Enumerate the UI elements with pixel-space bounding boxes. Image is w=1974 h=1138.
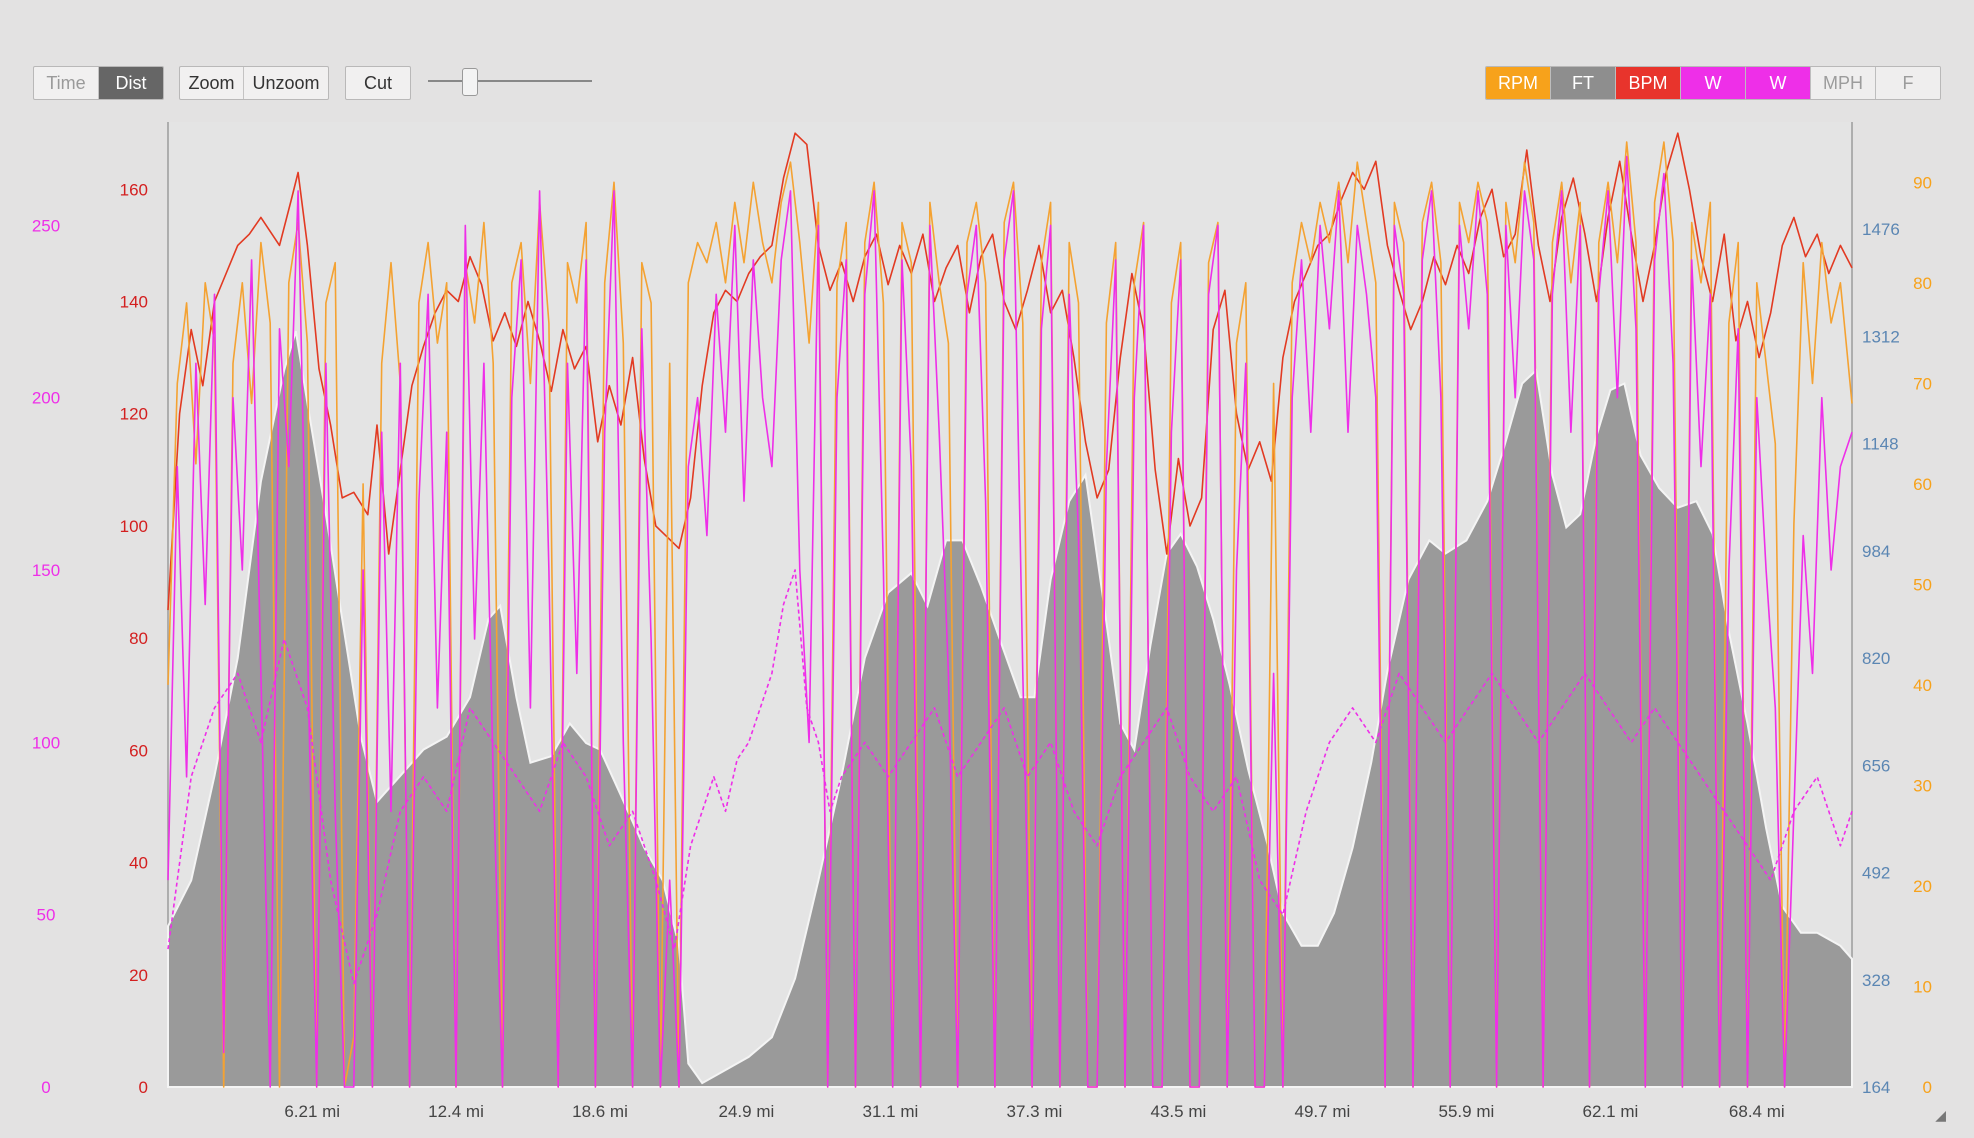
x-tick-label: 12.4 mi	[428, 1102, 484, 1121]
x-tick-label: 55.9 mi	[1439, 1102, 1495, 1121]
rpm-tick-label: 50	[1913, 575, 1932, 594]
x-tick-label: 24.9 mi	[719, 1102, 775, 1121]
bpm-tick-label: 140	[120, 293, 148, 312]
series-rpm-line-2	[167, 141, 1853, 1088]
bpm-tick-label: 0	[139, 1078, 148, 1097]
series-bpm-line-1	[167, 132, 1853, 611]
series-toggle-w-3[interactable]: W	[1681, 67, 1746, 99]
cut-control: Cut	[345, 66, 411, 100]
series-toggle-rpm-0[interactable]: RPM	[1486, 67, 1551, 99]
x-tick-label: 62.1 mi	[1583, 1102, 1639, 1121]
x-mode-toggle: Time Dist	[33, 66, 164, 100]
watts-tick-label: 200	[32, 389, 60, 408]
rpm-tick-label: 0	[1923, 1078, 1932, 1097]
x-tick-label: 49.7 mi	[1295, 1102, 1351, 1121]
series-w-line-4	[167, 569, 1853, 985]
bpm-tick-label: 40	[129, 854, 148, 873]
series-toggle-f-6[interactable]: F	[1876, 67, 1940, 99]
zoom-controls: Zoom Unzoom	[179, 66, 329, 100]
bpm-tick-label: 100	[120, 517, 148, 536]
rpm-tick-label: 80	[1913, 274, 1932, 293]
bpm-tick-label: 60	[129, 741, 148, 760]
unzoom-button[interactable]: Unzoom	[252, 73, 320, 93]
x-tick-label: 68.4 mi	[1729, 1102, 1785, 1121]
rpm-tick-label: 20	[1913, 877, 1932, 896]
series-toggle-mph-5[interactable]: MPH	[1811, 67, 1876, 99]
rpm-tick-label: 40	[1913, 676, 1932, 695]
series-toggle-w-4[interactable]: W	[1746, 67, 1811, 99]
bpm-tick-label: 80	[129, 629, 148, 648]
watts-tick-label: 50	[37, 906, 56, 925]
time-mode-button[interactable]: Time	[34, 67, 99, 99]
rpm-tick-label: 30	[1913, 776, 1932, 795]
elevation_ft-tick-label: 492	[1862, 864, 1890, 883]
rpm-tick-label: 70	[1913, 374, 1932, 393]
watts-tick-label: 150	[32, 561, 60, 580]
series-toggle-bar: RPM FT BPM W W MPH F	[1485, 66, 1941, 100]
elevation_ft-tick-label: 820	[1862, 649, 1890, 668]
resize-grip-icon[interactable]: ◢	[1935, 1107, 1946, 1123]
elevation_ft-tick-label: 984	[1862, 542, 1890, 561]
toolbar: Time Dist Zoom Unzoom Cut RPM FT BPM W W MPH F	[0, 0, 1974, 120]
elevation_ft-tick-label: 1312	[1862, 327, 1900, 346]
x-tick-label: 18.6 mi	[572, 1102, 628, 1121]
series-w-line-3	[167, 155, 1853, 1088]
elevation_ft-tick-label: 164	[1862, 1078, 1890, 1097]
x-tick-label: 31.1 mi	[863, 1102, 919, 1121]
series-toggle-ft-1[interactable]: FT	[1551, 67, 1616, 99]
smoothing-slider-handle[interactable]	[462, 68, 478, 96]
x-tick-label: 37.3 mi	[1007, 1102, 1063, 1121]
elevation_ft-tick-label: 1476	[1862, 220, 1900, 239]
watts-tick-label: 250	[32, 216, 60, 235]
distance-mode-button[interactable]: Dist	[99, 67, 163, 99]
bpm-tick-label: 160	[120, 180, 148, 199]
x-tick-label: 43.5 mi	[1151, 1102, 1207, 1121]
zoom-button[interactable]: Zoom	[180, 67, 244, 99]
series-elevation-area	[167, 330, 1853, 1088]
bpm-tick-label: 20	[129, 966, 148, 985]
watts-tick-label: 100	[32, 733, 60, 752]
elevation_ft-tick-label: 328	[1862, 971, 1890, 990]
watts-tick-label: 0	[41, 1078, 50, 1097]
rpm-tick-label: 10	[1913, 978, 1932, 997]
smoothing-slider-track[interactable]	[428, 80, 592, 82]
bpm-tick-label: 120	[120, 405, 148, 424]
cut-button[interactable]: Cut	[363, 73, 392, 93]
series-toggle-bpm-2[interactable]: BPM	[1616, 67, 1681, 99]
x-tick-label: 6.21 mi	[284, 1102, 340, 1121]
elevation_ft-tick-label: 1148	[1862, 435, 1899, 454]
elevation_ft-tick-label: 656	[1862, 756, 1890, 775]
rpm-tick-label: 90	[1913, 173, 1932, 192]
rpm-tick-label: 60	[1913, 475, 1932, 494]
